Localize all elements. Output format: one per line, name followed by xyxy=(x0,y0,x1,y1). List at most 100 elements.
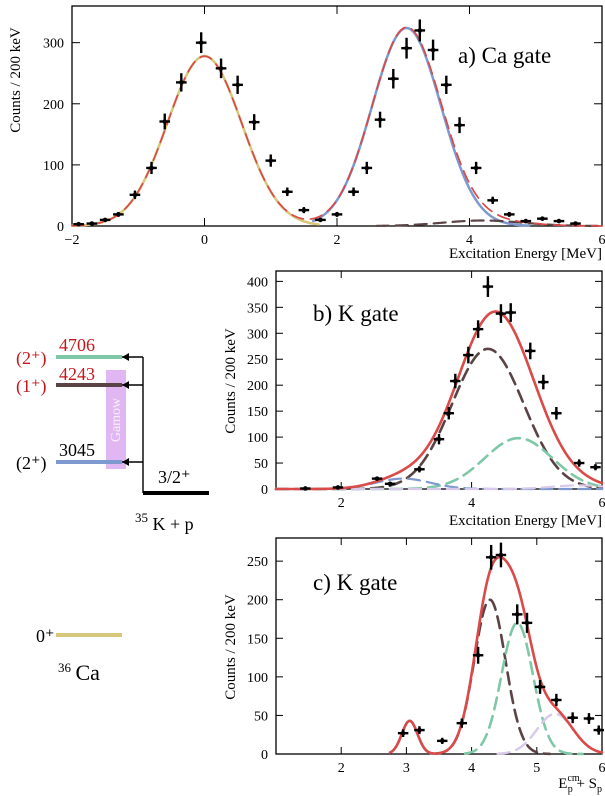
data-point xyxy=(472,320,484,338)
data-point-marker xyxy=(540,216,545,221)
x-tick-label: 4 xyxy=(468,761,475,776)
data-point-marker xyxy=(453,378,458,384)
data-point-marker xyxy=(576,460,582,466)
energy-4243: 4243 xyxy=(59,364,95,384)
panel-label: b) K gate xyxy=(313,301,399,326)
spin-4706: (2⁺) xyxy=(16,348,47,369)
data-point xyxy=(495,304,507,323)
y-tick-label: 250 xyxy=(247,353,268,368)
x-tick-label: 2 xyxy=(338,761,345,776)
data-point-marker xyxy=(508,310,514,315)
data-point xyxy=(454,117,465,134)
data-point xyxy=(505,303,516,322)
data-point-marker xyxy=(116,212,121,217)
data-point xyxy=(520,218,532,224)
y-tick-label: 300 xyxy=(247,327,268,342)
y-tick-label: 150 xyxy=(247,405,268,420)
data-point-marker xyxy=(268,158,274,163)
y-tick-label: 350 xyxy=(247,301,268,316)
data-point-marker xyxy=(527,348,533,354)
data-point xyxy=(470,161,482,175)
data-point xyxy=(433,433,445,445)
data-point-marker xyxy=(251,119,257,125)
spin-4243: (1⁺) xyxy=(16,376,47,397)
data-point xyxy=(215,58,227,79)
spin-ground: 0⁺ xyxy=(36,626,55,646)
y-tick-label: 0 xyxy=(57,220,64,235)
fit-curve-4 xyxy=(71,26,603,227)
y-tick-label: 100 xyxy=(43,159,64,174)
data-point xyxy=(388,68,399,89)
data-point-marker xyxy=(541,379,546,385)
data-point xyxy=(485,544,497,570)
data-point xyxy=(441,75,452,94)
data-point xyxy=(331,211,343,217)
x-axis-label-sub: p xyxy=(568,784,573,795)
data-point-marker xyxy=(506,212,512,217)
fit-curve-4 xyxy=(496,712,604,755)
data-point xyxy=(195,32,207,54)
data-point-marker xyxy=(179,80,184,85)
x-tick-label: 3 xyxy=(403,761,410,776)
data-point-marker xyxy=(417,466,422,472)
data-point xyxy=(450,373,461,389)
data-point-marker xyxy=(514,612,520,617)
data-point-marker xyxy=(430,47,436,53)
fit-curve-1 xyxy=(70,54,320,227)
data-point-marker xyxy=(334,212,340,217)
data-point-marker xyxy=(76,221,81,227)
data-point-marker xyxy=(444,82,449,88)
x-tick-label: 4 xyxy=(468,496,475,511)
y-tick-label: 100 xyxy=(247,431,268,446)
data-point-marker xyxy=(459,720,465,726)
data-point xyxy=(397,729,409,738)
data-point xyxy=(456,718,468,728)
data-point-marker xyxy=(498,552,504,558)
data-point-marker xyxy=(573,221,578,226)
data-point-marker xyxy=(374,476,380,481)
data-point-marker xyxy=(335,485,341,490)
data-point xyxy=(570,221,581,226)
data-point-marker xyxy=(523,218,529,224)
ground-mass: 36 xyxy=(58,660,72,675)
y-tick-label: 400 xyxy=(247,275,268,290)
data-point-marker xyxy=(301,207,307,213)
fit-curve-3 xyxy=(463,621,584,756)
x-tick-label: 5 xyxy=(533,761,540,776)
x-tick-label: 2 xyxy=(334,233,341,248)
gamow-window xyxy=(106,370,126,469)
arrow-head-4243 xyxy=(122,381,129,389)
data-point xyxy=(538,374,549,390)
data-point-marker xyxy=(318,217,323,223)
data-point-marker xyxy=(162,119,168,124)
data-point xyxy=(590,464,601,471)
data-point-marker xyxy=(473,165,479,171)
data-point xyxy=(332,485,344,490)
data-point-marker xyxy=(377,117,383,122)
data-point xyxy=(551,406,562,420)
data-point xyxy=(573,459,585,467)
arrow-head-4706 xyxy=(122,353,129,361)
data-point-marker xyxy=(285,189,290,195)
data-point-marker xyxy=(556,218,562,224)
data-point-marker xyxy=(439,738,445,744)
gamow-label: Gamow xyxy=(109,397,124,442)
data-point xyxy=(537,216,548,221)
y-tick-label: 200 xyxy=(247,379,268,394)
x-axis-label: Ecm p + Sp xyxy=(558,773,602,795)
fit-curve-5 xyxy=(274,310,604,491)
data-point-marker xyxy=(554,410,559,416)
fit-curve-3 xyxy=(274,477,604,491)
x-axis-label: Excitation Energy [MeV] xyxy=(449,246,602,262)
data-point-marker xyxy=(132,192,138,198)
data-point-marker xyxy=(400,730,406,736)
x-tick-label: 4 xyxy=(466,233,473,248)
y-tick-label: 0 xyxy=(261,748,268,763)
data-point xyxy=(348,187,359,197)
data-point xyxy=(298,207,310,214)
x-tick-label: 0 xyxy=(201,233,208,248)
